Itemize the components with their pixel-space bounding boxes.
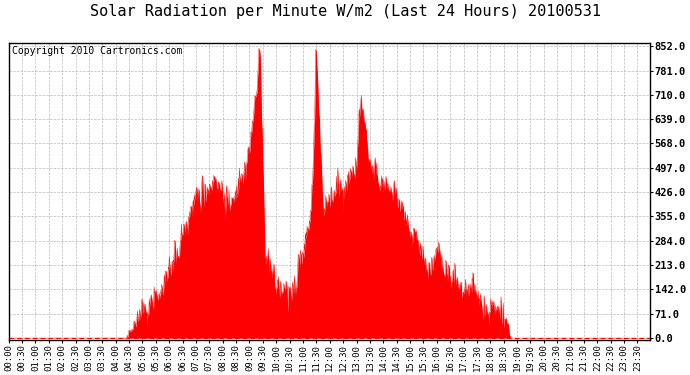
- Text: Copyright 2010 Cartronics.com: Copyright 2010 Cartronics.com: [12, 46, 182, 56]
- Text: Solar Radiation per Minute W/m2 (Last 24 Hours) 20100531: Solar Radiation per Minute W/m2 (Last 24…: [90, 4, 600, 19]
